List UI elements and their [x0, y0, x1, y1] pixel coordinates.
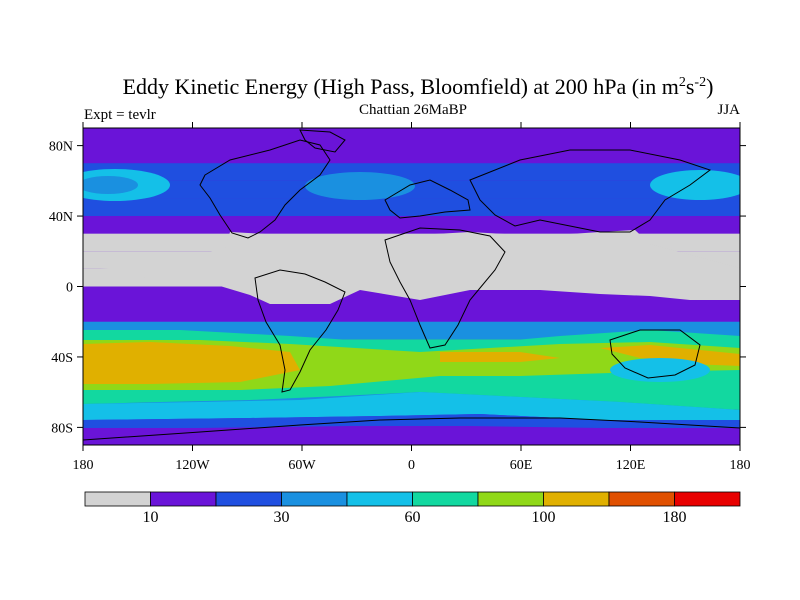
australia-cell	[610, 358, 710, 382]
coast-africa	[384, 227, 506, 349]
title-superscript-2: 2	[679, 75, 686, 90]
colorbar-label: 100	[532, 509, 556, 526]
contour-features	[83, 169, 740, 428]
center-subtitle: Chattian 26MaBP	[359, 102, 467, 118]
y-tick-label: 0	[66, 281, 73, 296]
title-close: )	[706, 74, 713, 99]
x-tick-label: 60E	[510, 458, 533, 473]
y-tick-label: 80S	[51, 421, 73, 436]
coast-europe	[384, 179, 471, 219]
coast-australia	[609, 329, 701, 379]
y-tick-label: 40S	[51, 351, 73, 366]
zonal-band	[83, 304, 740, 322]
coast-south-america	[254, 269, 346, 393]
colorbar-swatch	[674, 491, 741, 507]
coast-north-america	[199, 139, 331, 239]
right-subtitle: JJA	[717, 102, 740, 118]
colorbar-swatch	[608, 491, 675, 507]
colorbar-label: 10	[143, 509, 159, 526]
zonal-band	[83, 145, 740, 164]
colorbar-swatch	[281, 491, 348, 507]
sh-storm-track-core	[83, 342, 740, 384]
left-subtitle: Expt = tevlr	[84, 107, 156, 123]
zonal-band	[83, 427, 740, 445]
colorbar-swatch	[412, 491, 479, 507]
tropical-low-band	[83, 230, 740, 304]
colorbar-swatch	[150, 491, 217, 507]
colorbar-swatch	[543, 491, 610, 507]
colorbar-label: 60	[405, 509, 421, 526]
map-plot	[83, 128, 740, 445]
axis-ticks: 180 120W 60W 0 60E 120E 180 80N 40N 0 40S 80S	[49, 122, 751, 473]
x-tick-label: 0	[408, 458, 415, 473]
chart-title: Eddy Kinetic Energy (High Pass, Bloomfie…	[123, 74, 714, 99]
x-tick-label: 120E	[616, 458, 646, 473]
title-superscript-minus-2: -2	[694, 75, 706, 90]
zonal-band	[83, 216, 740, 234]
zonal-band	[83, 128, 740, 146]
colorbar-label: 30	[274, 509, 290, 526]
nh-cell-atlantic	[305, 172, 415, 200]
coast-asia	[469, 149, 712, 233]
y-tick-label: 40N	[49, 210, 73, 225]
nh-cell-pacific-west-core	[83, 176, 138, 194]
colorbar-swatch	[346, 491, 413, 507]
title-s: s	[686, 74, 695, 99]
colorbar-label: 180	[663, 509, 687, 526]
coastlines	[83, 129, 740, 441]
sh-polar-fade-blue	[83, 414, 740, 428]
coast-antarctica	[83, 417, 740, 441]
x-tick-label: 60W	[288, 458, 316, 473]
colorbar-swatch	[477, 491, 544, 507]
colorbar-swatch	[215, 491, 282, 507]
title-text: Eddy Kinetic Energy (High Pass, Bloomfie…	[123, 74, 679, 99]
zonal-band	[83, 198, 740, 217]
sh-polar-fade-cyan	[83, 392, 740, 420]
x-tick-label: 120W	[175, 458, 210, 473]
x-tick-label: 180	[730, 458, 751, 473]
y-tick-label: 80N	[49, 140, 73, 155]
colorbar-swatch	[84, 491, 151, 507]
colorbar: 10 30 60 100 180	[84, 491, 741, 526]
coast-greenland	[299, 129, 346, 153]
zonal-band	[83, 163, 740, 181]
nh-cell-asia	[650, 170, 740, 200]
x-tick-label: 180	[73, 458, 94, 473]
